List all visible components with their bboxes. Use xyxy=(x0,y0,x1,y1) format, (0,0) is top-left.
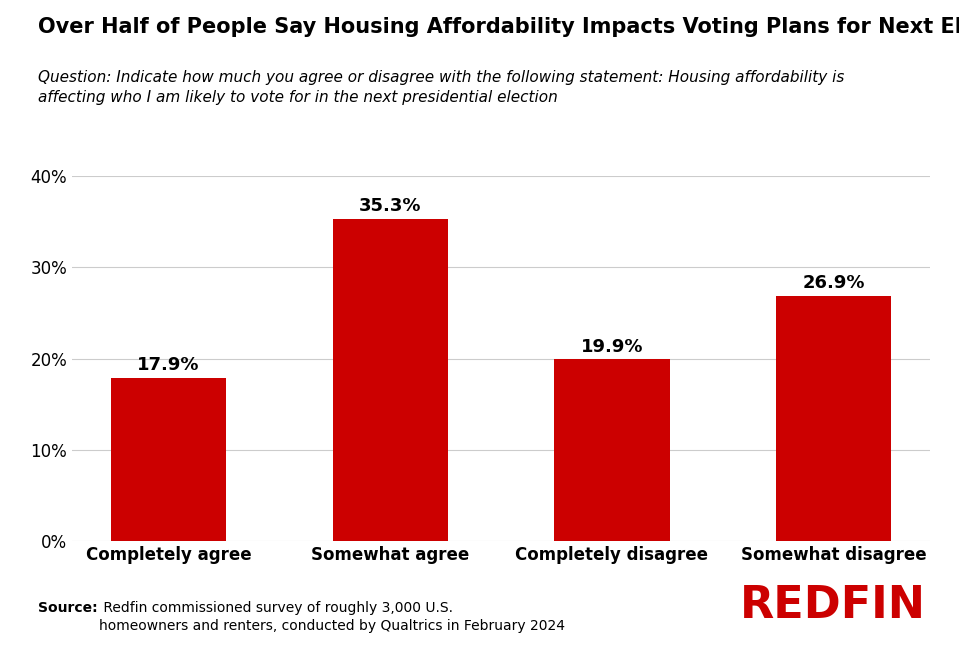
Text: Over Half of People Say Housing Affordability Impacts Voting Plans for Next Elec: Over Half of People Say Housing Affordab… xyxy=(38,17,959,37)
Bar xyxy=(776,295,891,541)
Text: 35.3%: 35.3% xyxy=(359,197,422,215)
Text: Source:: Source: xyxy=(38,601,98,615)
Text: Redfin commissioned survey of roughly 3,000 U.S.
homeowners and renters, conduct: Redfin commissioned survey of roughly 3,… xyxy=(99,601,565,633)
Bar xyxy=(333,219,448,541)
Text: 17.9%: 17.9% xyxy=(137,356,199,374)
Bar xyxy=(111,378,226,541)
Text: 26.9%: 26.9% xyxy=(803,274,865,292)
Text: 19.9%: 19.9% xyxy=(580,338,643,356)
Bar xyxy=(554,359,669,541)
Text: Question: Indicate how much you agree or disagree with the following statement: : Question: Indicate how much you agree or… xyxy=(38,70,845,104)
Text: REDFIN: REDFIN xyxy=(739,584,925,627)
